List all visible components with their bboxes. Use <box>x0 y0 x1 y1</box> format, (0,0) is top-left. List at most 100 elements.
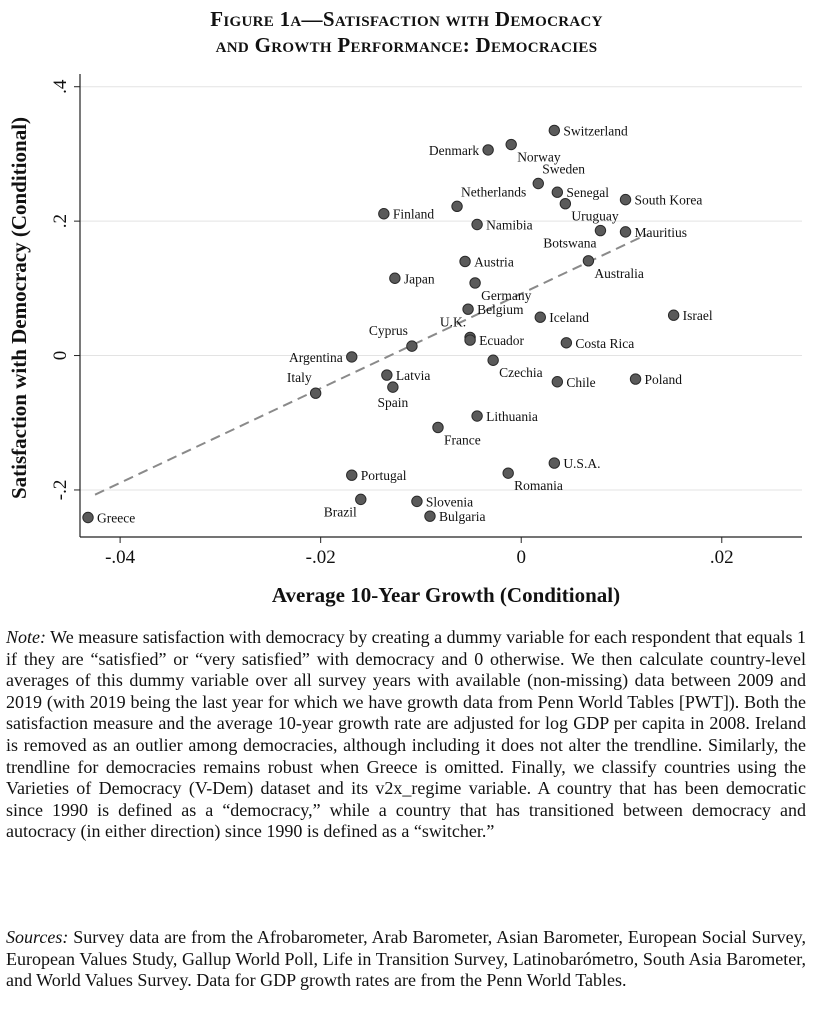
point-label: Belgium <box>477 302 524 317</box>
point-label: Denmark <box>429 143 479 158</box>
point-label: Senegal <box>566 185 609 200</box>
data-point <box>548 124 561 137</box>
data-point <box>411 495 423 508</box>
data-point <box>378 208 390 220</box>
point-label: Germany <box>481 288 531 303</box>
data-point <box>389 272 401 284</box>
x-tick-label: 0 <box>516 547 526 568</box>
point-label: Latvia <box>396 368 430 383</box>
data-point <box>551 186 564 198</box>
data-point <box>505 138 517 151</box>
point-label: Portugal <box>361 468 407 483</box>
point-label: Norway <box>517 150 561 165</box>
point-label: Austria <box>474 254 514 269</box>
data-point <box>471 410 483 422</box>
data-point <box>619 193 632 206</box>
data-point <box>462 303 474 315</box>
data-point <box>459 255 471 268</box>
point-label: Switzerland <box>563 123 628 138</box>
data-point <box>346 469 358 481</box>
x-tick-label: -.04 <box>105 547 136 568</box>
sources-label: Sources: <box>6 927 69 947</box>
data-point <box>346 351 358 363</box>
data-point <box>451 200 463 213</box>
y-tick-label: .2 <box>50 214 71 228</box>
data-point <box>559 197 572 210</box>
point-label: Cyprus <box>369 323 408 338</box>
point-label: France <box>444 432 481 447</box>
point-label: Ecuador <box>479 333 524 348</box>
x-axis-label: Average 10-Year Growth (Conditional) <box>272 583 620 607</box>
point-label: Poland <box>645 372 683 387</box>
y-tick-label: 0 <box>50 351 71 361</box>
data-point <box>82 511 94 524</box>
data-point <box>534 311 546 323</box>
sources-text: Survey data are from the Afrobarometer, … <box>6 927 806 991</box>
figure-sources: Sources: Survey data are from the Afroba… <box>6 927 806 992</box>
trendline <box>94 233 647 496</box>
point-label: Slovenia <box>426 494 473 509</box>
point-label: Chile <box>566 375 595 390</box>
point-label: Lithuania <box>486 409 538 424</box>
data-point <box>309 387 322 399</box>
data-point <box>532 177 544 190</box>
data-point <box>548 457 561 469</box>
data-point <box>594 224 607 237</box>
point-label: Argentina <box>289 350 343 365</box>
point-label: South Korea <box>635 193 703 208</box>
data-point <box>667 309 680 321</box>
point-label: Japan <box>404 271 435 286</box>
data-points <box>82 124 680 524</box>
data-point <box>464 334 476 346</box>
note-text: We measure satisfaction with democracy b… <box>6 627 806 842</box>
data-point <box>487 354 499 366</box>
data-point <box>471 218 483 231</box>
figure-title-line-2: and Growth Performance: Democracies <box>215 33 598 57</box>
point-label: Botswana <box>543 236 596 251</box>
point-label: U.S.A. <box>563 456 600 471</box>
point-label: U.K. <box>440 314 466 329</box>
data-point <box>619 226 632 238</box>
point-label: Spain <box>377 395 408 410</box>
point-label: Brazil <box>324 504 357 519</box>
y-axis-label: Satisfaction with Democracy (Conditional… <box>7 117 31 499</box>
figure-title-line-1: Figure 1a—Satisfaction with Democracy <box>210 7 603 31</box>
data-point <box>502 467 514 479</box>
point-label: Bulgaria <box>439 509 486 524</box>
point-label: Israel <box>683 308 713 323</box>
figure-note: Note: We measure satisfaction with democ… <box>6 627 806 843</box>
x-tick-label: -.02 <box>306 547 336 568</box>
point-label: Netherlands <box>461 184 526 199</box>
x-tick-label: .02 <box>710 547 734 568</box>
data-point <box>355 493 367 506</box>
data-point <box>432 421 444 434</box>
point-label: Greece <box>97 511 135 526</box>
point-label: Mauritius <box>635 225 688 240</box>
gridlines <box>80 86 802 491</box>
data-point <box>387 381 399 393</box>
axes: -.2 0 .2 .4 -.04 -.02 0 .02 <box>50 74 802 568</box>
figure-title: Figure 1a—Satisfaction with Democracy an… <box>0 6 813 58</box>
point-label: Australia <box>594 266 644 281</box>
data-point <box>551 376 564 388</box>
note-label: Note: <box>6 627 46 647</box>
data-point <box>406 340 418 352</box>
data-point <box>381 369 393 381</box>
data-point <box>482 144 494 156</box>
point-label: Italy <box>287 370 312 385</box>
y-tick-label: -.2 <box>50 480 71 501</box>
data-point <box>560 337 573 349</box>
point-label: Sweden <box>542 161 585 176</box>
data-point <box>582 255 595 267</box>
point-label: Costa Rica <box>575 336 634 351</box>
point-label: Namibia <box>486 217 532 232</box>
point-label: Finland <box>393 207 435 222</box>
point-label: Czechia <box>499 365 542 380</box>
point-label: Uruguay <box>571 209 618 224</box>
y-tick-label: .4 <box>50 79 71 94</box>
data-point <box>629 373 642 385</box>
point-label: Romania <box>514 478 563 493</box>
data-point <box>469 277 481 289</box>
